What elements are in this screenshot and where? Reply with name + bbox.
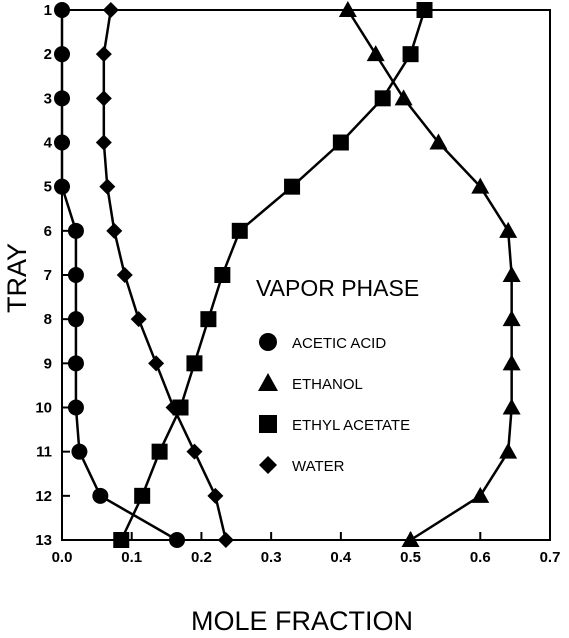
data-point-acetic-acid <box>169 532 186 548</box>
data-point-ethyl-acetate <box>416 2 433 18</box>
data-point-water <box>217 532 234 548</box>
data-point-acetic-acid <box>54 134 70 151</box>
data-point-acetic-acid <box>67 311 84 328</box>
data-point-ethyl-acetate <box>214 267 231 283</box>
data-point-ethanol <box>471 177 490 194</box>
data-point-acetic-acid <box>67 267 84 283</box>
data-point-ethyl-acetate <box>113 532 130 548</box>
data-point-water <box>116 267 133 283</box>
data-point-acetic-acid <box>54 46 70 63</box>
data-point-acetic-acid <box>54 90 70 107</box>
legend-item-ethanol: ETHANOL <box>258 373 363 393</box>
data-point-ethanol <box>502 398 521 415</box>
series-water <box>95 2 234 548</box>
series-layer <box>54 1 521 548</box>
data-point-acetic-acid <box>54 178 70 195</box>
data-point-ethanol <box>499 442 518 459</box>
data-point-acetic-acid <box>54 2 70 18</box>
x-axis-title: MOLE FRACTION <box>191 606 413 636</box>
data-point-ethanol <box>502 310 521 327</box>
y-tick-label: 5 <box>44 179 52 196</box>
data-point-ethyl-acetate <box>151 443 168 460</box>
legend: VAPOR PHASE ACETIC ACID ETHANOL ETHYL ACET… <box>256 275 419 475</box>
data-point-water <box>95 134 112 151</box>
data-point-ethyl-acetate <box>186 355 203 372</box>
x-tick-label: 0.5 <box>400 549 421 566</box>
data-point-ethyl-acetate <box>134 487 151 504</box>
data-point-acetic-acid <box>67 222 84 239</box>
data-point-ethanol <box>502 354 521 371</box>
y-tick-label: 9 <box>44 355 52 372</box>
x-tick-label: 0.3 <box>261 549 282 566</box>
legend-label-ethyl-acetate: ETHYL ACETATE <box>292 417 410 434</box>
data-point-acetic-acid <box>67 399 84 416</box>
series-acetic-acid <box>54 2 186 548</box>
data-point-acetic-acid <box>92 487 109 504</box>
legend-item-water: WATER <box>259 456 345 475</box>
y-tick-label: 13 <box>35 532 52 549</box>
data-point-water <box>207 487 224 504</box>
data-point-ethyl-acetate <box>200 311 217 328</box>
series-ethanol <box>338 1 521 547</box>
data-point-ethanol <box>499 221 518 238</box>
legend-marker-water <box>259 456 277 474</box>
x-tick-label: 0.1 <box>121 549 142 566</box>
x-tick-label: 0.4 <box>330 549 352 566</box>
x-tick-label: 0.2 <box>191 549 212 566</box>
y-tick-label: 8 <box>44 311 52 328</box>
y-tick-label: 12 <box>35 488 52 505</box>
legend-label-acetic-acid: ACETIC ACID <box>292 335 386 352</box>
data-point-water <box>186 443 203 460</box>
data-point-ethyl-acetate <box>374 90 391 107</box>
x-tick-label: 0.7 <box>540 549 561 566</box>
data-point-ethyl-acetate <box>402 46 419 63</box>
y-tick-label: 7 <box>44 267 52 284</box>
data-point-ethanol <box>366 45 385 62</box>
legend-title: VAPOR PHASE <box>256 275 419 301</box>
x-tick-label: 0.6 <box>470 549 491 566</box>
data-point-ethanol <box>471 486 490 503</box>
y-tick-label: 11 <box>36 444 52 461</box>
data-point-water <box>130 311 147 328</box>
data-point-water <box>148 355 165 372</box>
data-point-ethanol <box>401 531 420 547</box>
data-point-ethyl-acetate <box>332 134 349 151</box>
y-tick-label: 1 <box>44 2 52 19</box>
y-tick-label: 4 <box>44 135 53 152</box>
legend-marker-ethyl-acetate <box>259 415 277 433</box>
data-point-ethyl-acetate <box>231 222 248 239</box>
legend-marker-acetic-acid <box>259 333 277 351</box>
data-point-water <box>99 178 116 195</box>
legend-item-acetic-acid: ACETIC ACID <box>259 333 386 352</box>
data-point-water <box>95 90 112 107</box>
data-point-acetic-acid <box>67 355 84 372</box>
y-tick-label: 2 <box>44 46 52 63</box>
x-tick-label: 0.0 <box>52 549 73 566</box>
data-point-ethanol <box>429 133 448 150</box>
y-tick-label: 6 <box>44 223 52 240</box>
data-point-ethyl-acetate <box>284 178 301 195</box>
data-point-water <box>102 2 119 18</box>
y-axis-title: TRAY <box>2 243 32 313</box>
data-point-ethanol <box>502 266 521 282</box>
data-point-ethanol <box>338 1 357 17</box>
series-ethyl-acetate <box>113 2 433 548</box>
legend-marker-ethanol <box>258 373 278 391</box>
legend-label-water: WATER <box>292 458 345 475</box>
y-tick-label: 10 <box>35 400 52 417</box>
data-point-water <box>95 46 112 63</box>
data-point-acetic-acid <box>71 443 88 460</box>
data-point-water <box>106 222 123 239</box>
data-point-water <box>165 399 182 416</box>
legend-item-ethyl-acetate: ETHYL ACETATE <box>259 415 410 434</box>
y-tick-label: 3 <box>44 90 52 107</box>
data-point-ethanol <box>394 89 413 106</box>
legend-label-ethanol: ETHANOL <box>292 376 363 393</box>
